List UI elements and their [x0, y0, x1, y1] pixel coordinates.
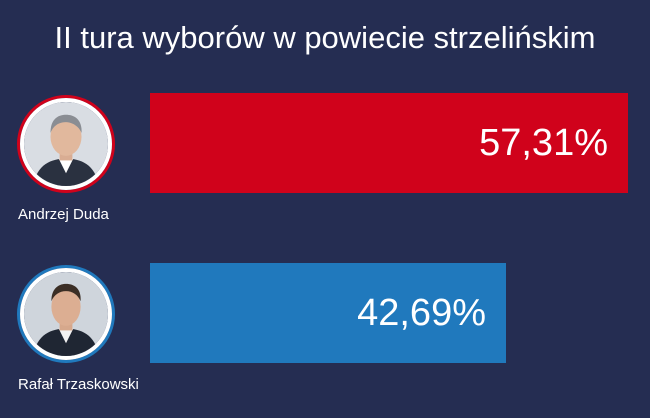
avatar-andrzej-duda	[20, 98, 112, 190]
avatar-rafal-trzaskowski	[20, 268, 112, 360]
bar-rafal-trzaskowski: 42,69%	[150, 263, 506, 363]
person-portrait-icon	[24, 102, 108, 186]
bar-value-label-duda: 57,31%	[479, 122, 608, 164]
bar-andrzej-duda: 57,31%	[150, 93, 628, 193]
bar-value-label-trzaskowski: 42,69%	[357, 292, 486, 334]
candidate-name-trzaskowski: Rafał Trzaskowski	[18, 376, 139, 393]
person-portrait-icon	[24, 272, 108, 356]
chart-title: II tura wyborów w powiecie strzelińskim	[54, 20, 596, 55]
candidate-name-duda: Andrzej Duda	[18, 206, 109, 223]
candidate-row-trzaskowski: Rafał Trzaskowski 42,69%	[0, 258, 650, 418]
candidate-row-duda: Andrzej Duda 57,31%	[0, 88, 650, 248]
